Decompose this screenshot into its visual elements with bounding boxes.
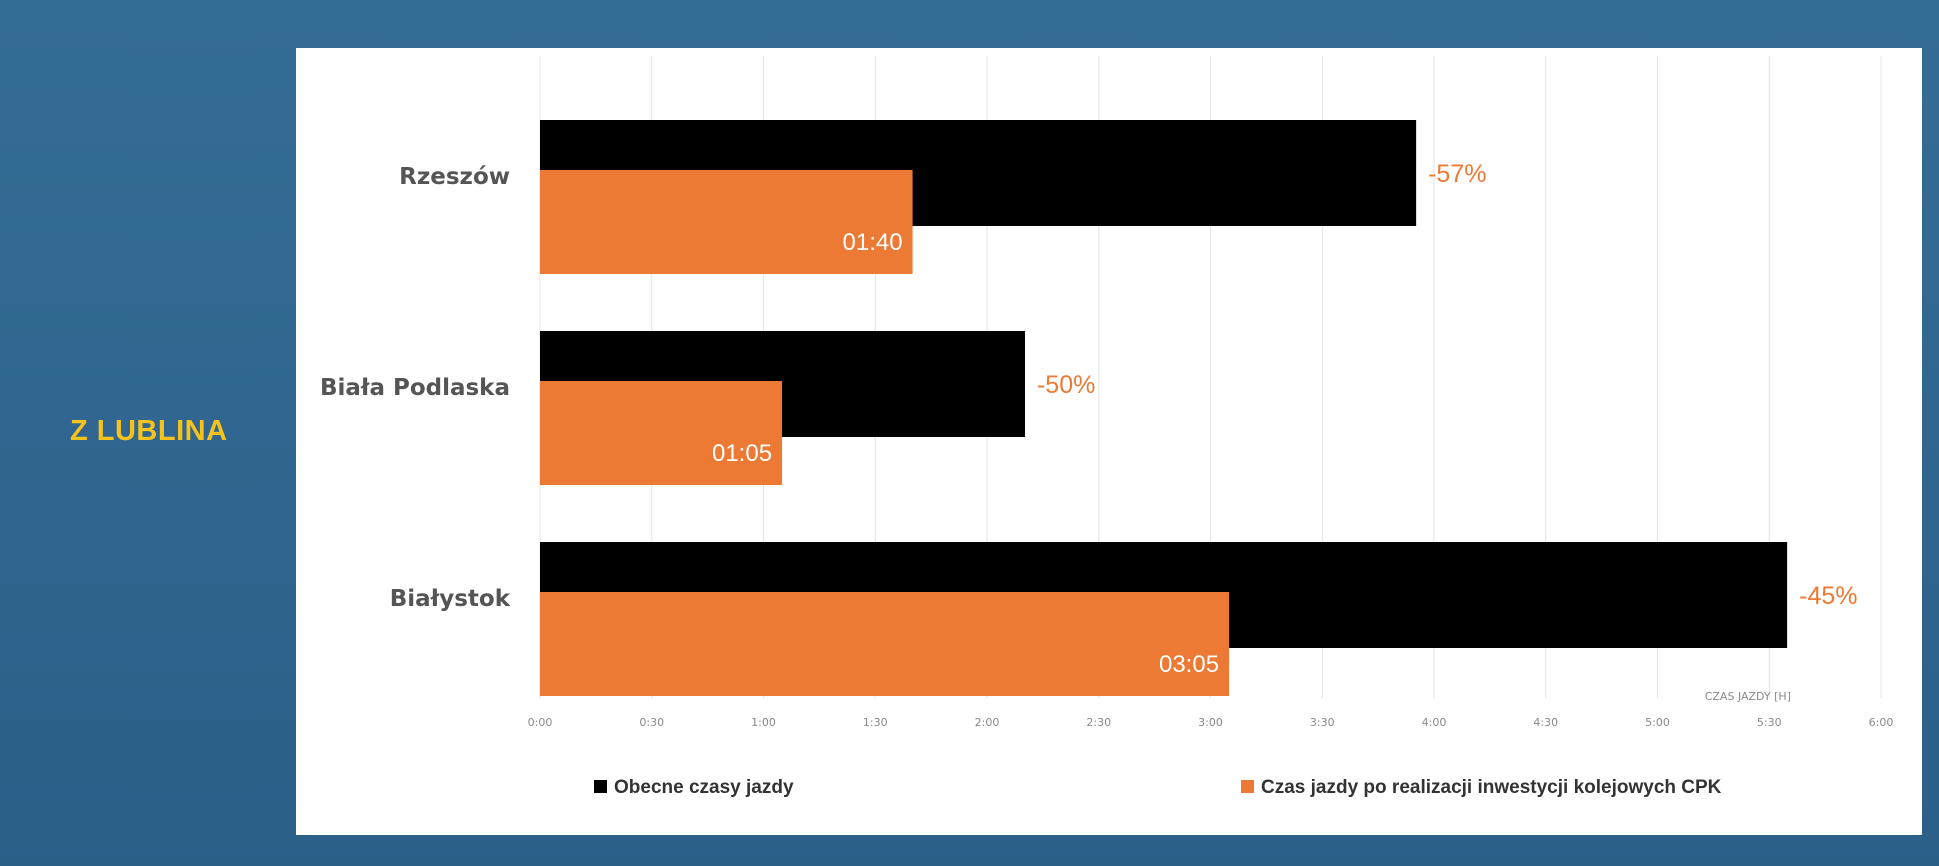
category-label: Białystok (390, 586, 511, 612)
x-tick-label: 1:00 (751, 716, 776, 729)
x-tick-label: 2:30 (1086, 716, 1111, 729)
change-label: -45% (1799, 582, 1857, 610)
bar-value-label: 01:40 (843, 229, 903, 256)
x-tick-label: 5:30 (1757, 716, 1782, 729)
legend-label-current: Obecne czasy jazdy (614, 777, 794, 798)
x-tick-label: 3:00 (1198, 716, 1223, 729)
x-tick-label: 0:30 (639, 716, 664, 729)
bar-value-label: 03:05 (1159, 651, 1219, 678)
change-label: -50% (1037, 371, 1095, 399)
x-axis-title: CZAS JAZDY [H] (1705, 690, 1791, 703)
x-tick-label: 3:30 (1310, 716, 1335, 729)
x-tick-label: 6:00 (1869, 716, 1894, 729)
category-label: Rzeszów (399, 164, 510, 190)
bar-after-cpk (540, 381, 783, 485)
bar-value-label: 01:05 (712, 440, 772, 467)
legend-label-after-cpk: Czas jazdy po realizacji inwestycji kole… (1261, 777, 1722, 798)
x-tick-label: 4:00 (1422, 716, 1447, 729)
change-label: -57% (1428, 160, 1486, 188)
legend-swatch-after-cpk (1241, 780, 1254, 793)
bar-after-cpk (540, 592, 1230, 696)
x-tick-label: 0:00 (528, 716, 553, 729)
x-tick-label: 2:00 (975, 716, 1000, 729)
chart-panel: 0:00 0:30 1:00 1:30 2:00 2:30 3:00 3:30 4:00 4:30… (296, 48, 1922, 835)
legend-swatch-current (594, 780, 607, 793)
x-tick-label: 5:00 (1645, 716, 1670, 729)
category-label: Biała Podlaska (320, 375, 510, 401)
bar-after-cpk (540, 170, 913, 274)
x-tick-label: 1:30 (863, 716, 888, 729)
x-tick-label: 4:30 (1533, 716, 1558, 729)
travel-time-chart: 0:00 0:30 1:00 1:30 2:00 2:30 3:00 3:30 4:00 4:30… (320, 56, 1894, 798)
side-label: Z LUBLINA (70, 415, 228, 447)
